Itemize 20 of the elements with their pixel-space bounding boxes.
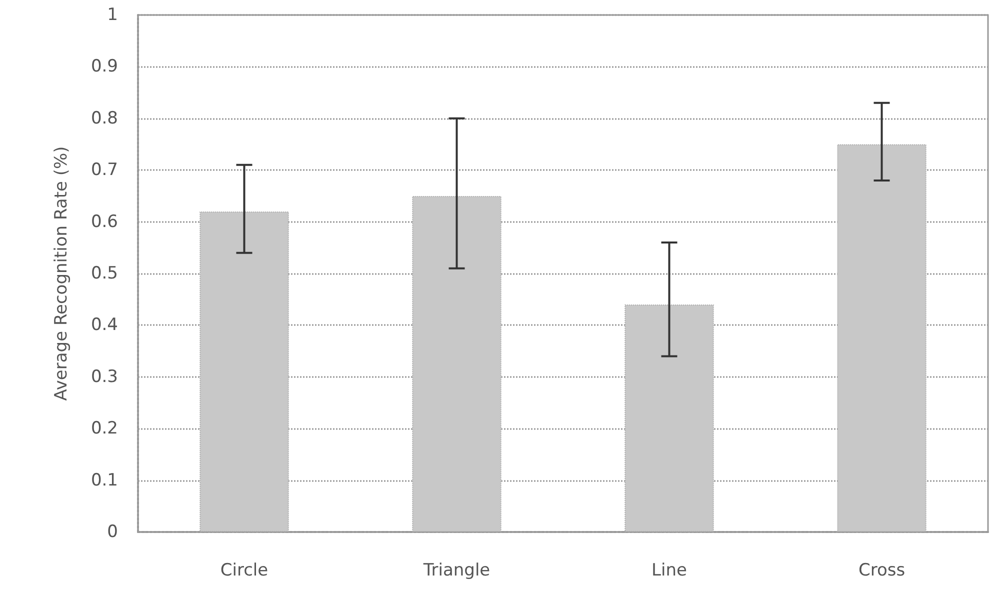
y-tick-label: 0.8 bbox=[90, 108, 118, 128]
x-tick-label: Cross bbox=[858, 560, 906, 580]
y-tick-label: 0 bbox=[107, 522, 118, 542]
y-tick-label: 0.2 bbox=[90, 418, 118, 439]
x-tick-label: Triangle bbox=[422, 560, 490, 580]
y-tick-label: 0.3 bbox=[90, 366, 118, 387]
x-tick-label: Line bbox=[652, 560, 687, 580]
y-tick-label: 0.6 bbox=[90, 212, 118, 232]
y-tick-label: 0.5 bbox=[90, 264, 118, 284]
bar bbox=[624, 304, 714, 532]
bar bbox=[412, 196, 502, 532]
y-tick-label: 0.7 bbox=[90, 160, 118, 180]
y-tick-label: 0.9 bbox=[90, 56, 118, 77]
y-tick-label: 0.4 bbox=[90, 315, 118, 336]
bar bbox=[837, 144, 926, 532]
bar bbox=[200, 211, 289, 532]
x-tick-label: Circle bbox=[220, 560, 268, 580]
y-tick-label: 1 bbox=[107, 5, 118, 25]
y-tick-label: 0.1 bbox=[90, 470, 118, 490]
y-axis-title: Average Recognition Rate (%) bbox=[52, 146, 72, 401]
